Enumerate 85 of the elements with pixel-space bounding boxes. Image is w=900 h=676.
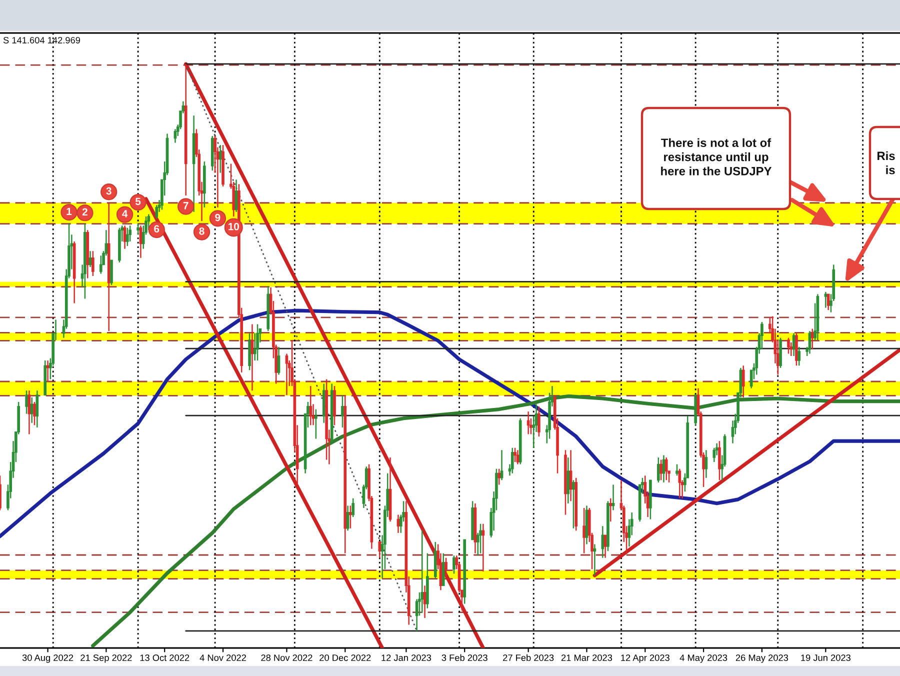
annotation: 6 <box>154 225 160 233</box>
candlestick <box>612 484 615 511</box>
candlestick <box>510 447 514 474</box>
candlestick <box>452 554 456 574</box>
candlestick <box>36 390 39 428</box>
x-tick-label: 30 Aug 2022 <box>22 654 74 663</box>
candlestick <box>742 364 745 398</box>
candlestick <box>277 346 280 376</box>
candlestick <box>712 447 716 463</box>
annotation: 3 <box>106 187 112 195</box>
candlestick <box>444 557 448 578</box>
annotation: 1 <box>66 208 72 215</box>
candlestick <box>33 401 36 426</box>
candlestick <box>566 456 570 504</box>
candlestick <box>479 523 482 554</box>
candlestick <box>285 353 288 396</box>
candlestick <box>92 250 94 277</box>
x-tick-label: 21 Mar 2023 <box>561 654 612 661</box>
x-tick-label: 27 Feb 2023 <box>503 654 554 661</box>
candlestick <box>582 507 586 554</box>
candlestick <box>352 498 355 518</box>
candlestick <box>593 544 596 576</box>
candlestick <box>123 224 126 250</box>
candlestick <box>676 464 678 476</box>
candlestick <box>314 408 318 440</box>
candlestick <box>378 541 382 558</box>
candlestick <box>442 552 445 586</box>
candlestick <box>341 394 344 428</box>
candlestick <box>349 505 352 529</box>
candlestick <box>346 505 350 532</box>
candlestick <box>798 346 801 366</box>
candlestick <box>538 406 540 438</box>
x-tick-label: 19 Jun 2023 <box>801 654 850 661</box>
annotation: 5 <box>135 198 141 206</box>
annotation: 7 <box>183 202 188 210</box>
x-tick-label: 26 May 2023 <box>736 654 788 663</box>
candlestick <box>128 224 132 242</box>
candlestick <box>147 214 150 231</box>
x-tick-label: 4 Nov 2022 <box>200 654 246 661</box>
x-tick-label: 13 Oct 2022 <box>140 654 190 661</box>
annotation: Ris is <box>878 151 895 174</box>
candlestick <box>46 360 50 382</box>
candlestick <box>790 342 793 357</box>
candlestick <box>787 337 790 354</box>
x-tick-label: 28 Nov 2022 <box>261 654 312 661</box>
candlestick <box>110 260 113 286</box>
candlestick <box>601 525 604 558</box>
candlestick <box>25 390 28 414</box>
x-tick-label: 20 Dec 2022 <box>320 654 371 661</box>
candlestick <box>420 530 424 614</box>
candlestick <box>498 468 501 486</box>
candlestick <box>660 459 662 481</box>
candlestick <box>309 385 312 426</box>
annotation: 2 <box>82 208 88 216</box>
annotation: 10 <box>228 222 239 230</box>
x-tick-label: 21 Sep 2022 <box>80 654 132 663</box>
x-tick-label: 12 Jan 2023 <box>382 654 432 661</box>
candlestick <box>718 440 721 481</box>
annotation: 8 <box>199 227 204 235</box>
candlestick <box>609 498 612 522</box>
annotation: 9 <box>215 214 220 222</box>
candlestick <box>256 324 259 362</box>
candlestick <box>792 332 796 357</box>
candlestick <box>824 291 828 308</box>
candlestick <box>514 447 516 463</box>
candlestick <box>604 534 607 558</box>
text: S 141.604 142.969 <box>3 36 80 44</box>
candlestick <box>99 254 102 274</box>
x-tick-label: 3 Feb 2023 <box>442 654 488 661</box>
candlestick <box>664 456 668 481</box>
candlestick <box>526 410 530 435</box>
candlestick <box>569 449 572 502</box>
annotation: There is not a lot of resistance until up here in the USDJPY <box>661 138 772 176</box>
candlestick <box>760 321 764 350</box>
annotation: 4 <box>122 210 128 218</box>
candlestick <box>136 222 140 236</box>
candlestick <box>678 468 682 499</box>
candlestick <box>500 449 504 481</box>
x-tick-label: 12 Apr 2023 <box>621 654 670 663</box>
candlestick <box>482 523 485 572</box>
candlestick <box>662 454 666 484</box>
candlestick <box>126 227 129 247</box>
candlestick <box>250 324 254 392</box>
x-tick-label: 4 May 2023 <box>680 654 728 663</box>
candlestick <box>656 456 660 484</box>
